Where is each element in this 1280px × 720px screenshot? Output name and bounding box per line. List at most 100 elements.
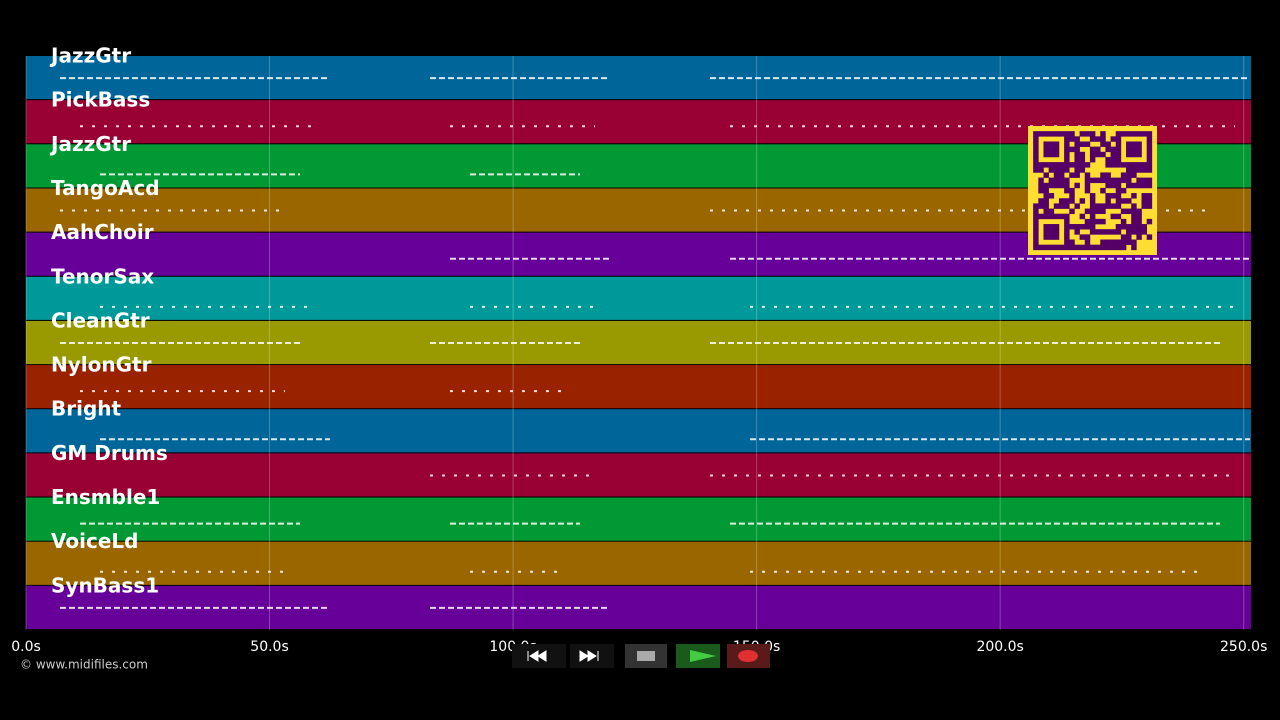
qr-module bbox=[1033, 162, 1039, 168]
qr-module bbox=[1131, 229, 1137, 235]
qr-module bbox=[1079, 156, 1086, 163]
qr-module bbox=[1043, 182, 1049, 189]
qr-module bbox=[1120, 234, 1127, 240]
controls bbox=[512, 644, 770, 668]
x-tick-label: 200.0s bbox=[976, 639, 1023, 655]
qr-module bbox=[1115, 141, 1122, 147]
qr-module bbox=[1043, 162, 1049, 168]
qr-module bbox=[1038, 213, 1044, 220]
qr-module bbox=[1146, 198, 1153, 204]
qr-module bbox=[1115, 177, 1122, 184]
qr-module bbox=[1074, 162, 1080, 168]
qr-module bbox=[1084, 131, 1091, 137]
qr-module bbox=[1043, 146, 1049, 153]
play-icon bbox=[690, 650, 716, 662]
qr-module bbox=[1043, 131, 1049, 137]
qr-module bbox=[1136, 218, 1142, 225]
qr-module bbox=[1115, 162, 1122, 168]
qr-module bbox=[1074, 141, 1080, 147]
qr-module bbox=[1069, 208, 1075, 215]
qr-module bbox=[1131, 244, 1137, 251]
qr-module bbox=[1136, 131, 1142, 137]
qr-module bbox=[1100, 177, 1106, 184]
qr-module bbox=[1033, 167, 1039, 173]
qr-module bbox=[1043, 224, 1049, 230]
qr-module bbox=[1141, 131, 1147, 137]
qr-module bbox=[1115, 229, 1122, 235]
qr-module bbox=[1064, 244, 1070, 251]
qr-module bbox=[1048, 193, 1055, 199]
qr-module bbox=[1146, 131, 1153, 137]
qr-module bbox=[1115, 187, 1122, 194]
track-label: JazzGtr bbox=[49, 44, 131, 68]
qr-module bbox=[1079, 151, 1086, 158]
qr-module bbox=[1074, 172, 1080, 178]
qr-module bbox=[1100, 229, 1106, 235]
qr-module bbox=[1064, 239, 1070, 245]
track-lane bbox=[26, 453, 1251, 498]
qr-module bbox=[1053, 141, 1060, 147]
qr-module bbox=[1126, 146, 1132, 153]
qr-module bbox=[1043, 193, 1049, 199]
qr-module bbox=[1053, 182, 1060, 189]
qr-module bbox=[1053, 177, 1060, 184]
qr-module bbox=[1131, 167, 1137, 173]
qr-module bbox=[1110, 136, 1117, 142]
qr-module bbox=[1146, 182, 1153, 189]
qr-module bbox=[1069, 131, 1075, 137]
qr-module bbox=[1069, 244, 1075, 251]
qr-module bbox=[1079, 131, 1086, 137]
qr-module bbox=[1115, 136, 1122, 142]
qr-module bbox=[1064, 187, 1070, 194]
forward-icon bbox=[579, 650, 599, 662]
qr-module bbox=[1105, 182, 1111, 189]
qr-module bbox=[1126, 177, 1132, 184]
qr-module bbox=[1053, 146, 1060, 153]
qr-module bbox=[1115, 146, 1122, 153]
qr-module bbox=[1053, 244, 1060, 251]
qr-module bbox=[1064, 131, 1070, 137]
track-label: Ensmble1 bbox=[51, 485, 160, 509]
qr-module bbox=[1064, 218, 1070, 225]
qr-module bbox=[1089, 177, 1096, 184]
qr-module bbox=[1115, 193, 1122, 199]
qr-module bbox=[1084, 172, 1091, 178]
qr-module bbox=[1064, 162, 1070, 168]
qr-module bbox=[1069, 224, 1075, 230]
qr-module bbox=[1089, 244, 1096, 251]
track-lane bbox=[26, 365, 1251, 410]
qr-module bbox=[1079, 234, 1086, 240]
qr-module bbox=[1053, 213, 1060, 220]
qr-module bbox=[1033, 208, 1039, 215]
qr-module bbox=[1048, 182, 1055, 189]
x-tick-label: 50.0s bbox=[250, 639, 288, 655]
qr-module bbox=[1105, 172, 1111, 178]
qr-module bbox=[1058, 131, 1065, 137]
qr-module bbox=[1033, 213, 1039, 220]
qr-module bbox=[1136, 229, 1142, 235]
qr-module bbox=[1084, 182, 1091, 189]
qr-module bbox=[1064, 224, 1070, 230]
track-label: CleanGtr bbox=[51, 308, 150, 332]
qr-module bbox=[1105, 162, 1111, 168]
qr-module bbox=[1064, 156, 1070, 163]
qr-module bbox=[1089, 131, 1096, 137]
qr-module bbox=[1131, 208, 1137, 215]
qr-module bbox=[1053, 162, 1060, 168]
qr-module bbox=[1043, 234, 1049, 240]
qr-module bbox=[1100, 136, 1106, 142]
qr-module bbox=[1048, 162, 1055, 168]
qr-module bbox=[1126, 224, 1132, 230]
x-tick-label: 0.0s bbox=[11, 639, 41, 655]
qr-module bbox=[1115, 131, 1122, 137]
qr-module bbox=[1064, 167, 1070, 173]
qr-module bbox=[1131, 182, 1137, 189]
qr-module bbox=[1069, 239, 1075, 245]
qr-module bbox=[1126, 198, 1132, 204]
qr-module bbox=[1079, 141, 1086, 147]
qr-module bbox=[1105, 177, 1111, 184]
track-label: PickBass bbox=[51, 88, 150, 112]
track-label: TenorSax bbox=[51, 264, 154, 288]
qr-module bbox=[1069, 146, 1075, 153]
